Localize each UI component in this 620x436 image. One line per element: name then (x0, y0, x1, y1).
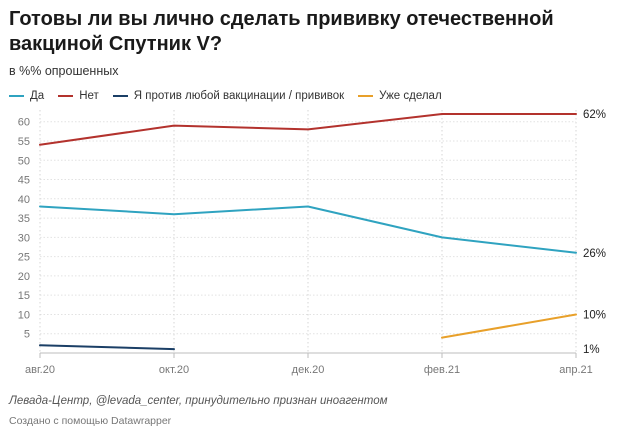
x-tick-label: апр.21 (559, 364, 592, 376)
y-tick-label: 55 (18, 136, 30, 148)
legend-item-da: Да (9, 90, 44, 102)
legend-label-net: Нет (79, 90, 99, 102)
y-tick-label: 60 (18, 117, 30, 129)
legend-item-done: Уже сделал (358, 90, 442, 102)
series-line-3 (441, 313, 577, 339)
legend-swatch-done (358, 95, 374, 97)
y-tick-label: 15 (18, 290, 30, 302)
series-line-1 (39, 113, 577, 146)
source-note: Левада-Центр, @levada_center, принудител… (9, 395, 388, 407)
legend: Да Нет Я против любой вакцинации / приви… (9, 90, 442, 102)
legend-label-da: Да (30, 90, 45, 102)
y-tick-label: 20 (18, 271, 30, 283)
y-tick-label: 45 (18, 175, 30, 187)
legend-swatch-net (58, 95, 74, 97)
end-value-label: 1% (583, 344, 600, 356)
series-line-2 (39, 344, 175, 351)
credit-note: Создано с помощью Datawrapper (9, 415, 172, 427)
legend-item-against: Я против любой вакцинации / прививок (112, 90, 345, 102)
legend-label-against: Я против любой вакцинации / прививок (133, 90, 345, 102)
end-value-label: 10% (583, 309, 606, 321)
x-tick-label: окт.20 (159, 364, 189, 376)
y-tick-label: 40 (18, 194, 30, 206)
y-tick-label: 10 (18, 309, 30, 321)
y-tick-label: 30 (18, 232, 30, 244)
y-tick-label: 50 (18, 155, 30, 167)
x-tick-label: фев.21 (424, 364, 460, 376)
chart-subtitle: в %% опрошенных (9, 64, 119, 78)
y-tick-label: 5 (24, 329, 30, 341)
legend-swatch-da (9, 95, 24, 97)
x-tick-label: дек.20 (292, 364, 325, 376)
end-value-label: 26% (583, 248, 606, 260)
end-value-label: 62% (583, 109, 606, 121)
x-tick-label: авг.20 (25, 364, 55, 376)
y-tick-label: 35 (18, 213, 30, 225)
y-tick-label: 25 (18, 252, 30, 264)
series-line-0 (39, 205, 577, 254)
legend-item-net: Нет (58, 90, 99, 102)
chart-title: Готовы ли вы лично сделать прививку отеч… (9, 8, 554, 55)
legend-label-done: Уже сделал (379, 90, 442, 102)
legend-swatch-against (112, 95, 128, 97)
